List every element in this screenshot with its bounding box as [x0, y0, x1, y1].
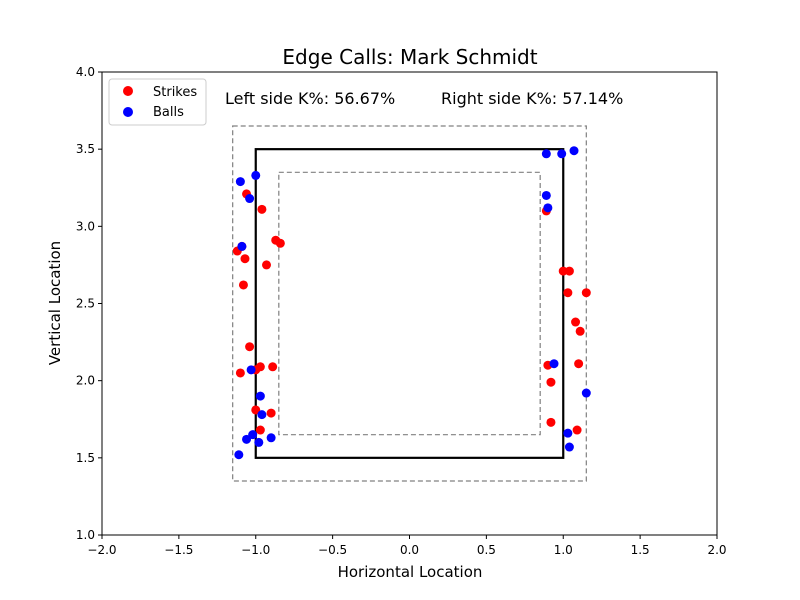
- strikes-point: [546, 417, 556, 427]
- strikes-point: [571, 317, 581, 327]
- balls-point: [237, 241, 247, 251]
- strikes-point: [238, 280, 248, 290]
- balls-point: [255, 391, 265, 401]
- balls-point: [266, 433, 276, 443]
- strikes-point: [546, 377, 556, 387]
- balls-point: [581, 388, 591, 398]
- chart-title: Edge Calls: Mark Schmidt: [282, 45, 537, 69]
- x-tick-label: −1.0: [241, 543, 270, 557]
- x-axis-ticks: −2.0 −1.5 −1.0 −0.5 0.0 0.5 1.0 1.5 2.0: [87, 535, 727, 557]
- balls-point: [557, 149, 567, 159]
- balls-point: [248, 430, 258, 440]
- strikes-point: [563, 288, 573, 298]
- outer-edge-zone: [232, 125, 587, 482]
- y-tick-label: 2.0: [76, 374, 95, 388]
- strikes-point: [257, 204, 267, 214]
- y-tick-label: 2.5: [76, 297, 95, 311]
- balls-point: [563, 428, 573, 438]
- x-tick-label: −1.5: [164, 543, 193, 557]
- legend-marker-balls: [123, 107, 133, 117]
- inner-edge-zone: [278, 171, 541, 436]
- strikes-point: [574, 359, 584, 369]
- y-tick-label: 3.0: [76, 219, 95, 233]
- balls-point: [246, 365, 256, 375]
- balls-point: [235, 177, 245, 187]
- balls-point: [242, 434, 252, 444]
- points-layer: [232, 146, 591, 460]
- balls-point: [564, 442, 574, 452]
- balls-point: [234, 450, 244, 460]
- right-k-annotation: Right side K%: 57.14%: [441, 89, 623, 108]
- strikes-point: [268, 362, 278, 372]
- strikes-point: [558, 266, 568, 276]
- balls-point: [543, 203, 553, 213]
- strikes-point: [255, 425, 265, 435]
- legend-marker-strikes: [123, 86, 133, 96]
- strikes-point: [262, 260, 272, 270]
- strikes-point: [581, 288, 591, 298]
- strikes-point: [564, 266, 574, 276]
- balls-point: [251, 170, 261, 180]
- x-tick-label: 1.5: [631, 543, 650, 557]
- left-k-annotation: Left side K%: 56.67%: [225, 89, 395, 108]
- balls-point: [541, 190, 551, 200]
- strikes-point: [575, 326, 585, 336]
- strikes-point: [251, 405, 261, 415]
- strikes-point: [275, 238, 285, 248]
- y-tick-label: 3.5: [76, 142, 95, 156]
- strikes-point: [572, 425, 582, 435]
- strikes-point: [240, 254, 250, 264]
- strikes-point: [235, 368, 245, 378]
- balls-point: [541, 149, 551, 159]
- balls-point: [549, 359, 559, 369]
- legend-label-strikes: Strikes: [153, 85, 197, 100]
- balls-point: [254, 437, 264, 447]
- x-tick-label: −2.0: [87, 543, 116, 557]
- balls-point: [569, 146, 579, 156]
- zone-layer: [232, 125, 587, 482]
- x-axis-label: Horizontal Location: [338, 563, 483, 581]
- legend-box: [108, 78, 207, 126]
- legend: Strikes Balls: [108, 78, 207, 126]
- y-axis-label: Vertical Location: [46, 241, 64, 365]
- x-tick-label: 2.0: [707, 543, 726, 557]
- y-tick-label: 4.0: [76, 65, 95, 79]
- strikes-point: [266, 408, 276, 418]
- y-tick-label: 1.5: [76, 451, 95, 465]
- x-tick-label: 0.0: [400, 543, 419, 557]
- plot-area: [102, 72, 717, 535]
- balls-point: [245, 194, 255, 204]
- legend-label-balls: Balls: [153, 105, 184, 120]
- strikes-point: [245, 342, 255, 352]
- balls-point: [257, 410, 267, 420]
- y-axis-ticks: 1.0 1.5 2.0 2.5 3.0 3.5 4.0: [76, 65, 102, 542]
- y-tick-label: 1.0: [76, 528, 95, 542]
- x-tick-label: 1.0: [554, 543, 573, 557]
- strike-zone: [254, 148, 565, 459]
- x-tick-label: −0.5: [318, 543, 347, 557]
- x-tick-label: 0.5: [477, 543, 496, 557]
